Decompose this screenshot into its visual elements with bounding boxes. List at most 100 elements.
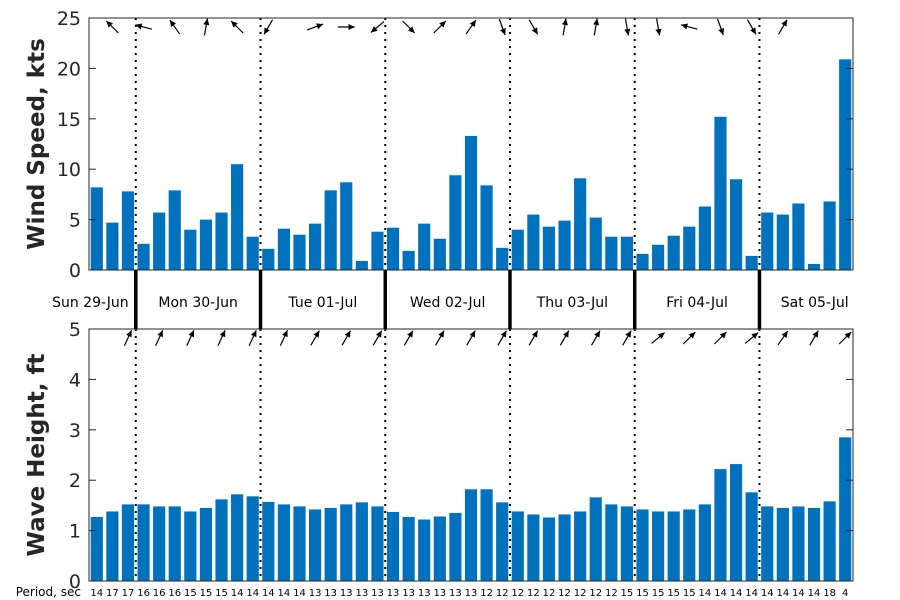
wave-direction-arrow <box>809 330 819 346</box>
arrow-head <box>844 331 852 339</box>
wave-direction-arrow <box>777 330 789 346</box>
wave-direction-arrow <box>622 330 632 346</box>
wind-bar <box>402 250 415 270</box>
arrow-head <box>203 18 210 26</box>
wind-direction-arrow <box>203 18 210 36</box>
arrow-head <box>344 330 351 338</box>
wave-direction-arrow <box>341 330 352 346</box>
wind-bar <box>121 191 135 270</box>
period-value: 14 <box>730 588 743 599</box>
wave-bar <box>496 502 509 581</box>
wind-bar <box>153 212 166 270</box>
arrow-head <box>531 330 538 338</box>
wind-direction-arrow <box>402 20 416 34</box>
wave-direction-arrow <box>559 330 570 346</box>
wind-bar <box>90 187 103 270</box>
wave-direction-arrow <box>682 331 696 345</box>
wind-bar <box>823 201 836 270</box>
period-value: 14 <box>792 588 805 599</box>
period-value: 13 <box>449 588 462 599</box>
period-value: 14 <box>278 588 291 599</box>
wave-bar <box>324 507 337 581</box>
wind-bar <box>137 243 150 270</box>
wind-bar <box>246 236 259 270</box>
wave-bar <box>262 501 275 581</box>
wave-axes-box <box>88 328 854 582</box>
day-label: Sun 29-Jun <box>52 295 129 311</box>
arrow-head <box>407 330 413 338</box>
wind-y-tick-label: 0 <box>69 260 81 282</box>
period-value: 13 <box>324 588 337 599</box>
arrow-head <box>469 330 476 338</box>
arrow-head <box>375 330 382 338</box>
wave-bar <box>418 519 431 581</box>
wind-bar <box>262 248 275 270</box>
wave-direction-arrow <box>466 330 476 346</box>
wave-bar <box>667 511 680 581</box>
wave-y-tick-label: 1 <box>69 521 81 543</box>
period-value: 15 <box>215 588 228 599</box>
wave-direction-arrow <box>123 330 133 346</box>
wave-height-axis-label: Wave Height, ft <box>24 354 50 557</box>
period-value: 12 <box>589 588 602 599</box>
arrow-head <box>126 330 132 338</box>
wave-bar <box>714 469 727 581</box>
wind-bar <box>168 190 181 270</box>
arrow-head <box>625 330 632 338</box>
period-value: 14 <box>714 588 727 599</box>
wind-bar <box>199 219 213 270</box>
wind-bar <box>418 223 431 270</box>
wave-bar <box>386 511 400 581</box>
wind-bar <box>511 229 524 270</box>
wave-y-tick-label: 0 <box>69 571 81 593</box>
wind-y-tick-label: 20 <box>57 58 81 80</box>
wave-direction-arrow <box>403 330 414 346</box>
arrow-head <box>157 330 163 338</box>
wind-bar <box>215 212 228 270</box>
period-value: 14 <box>808 588 821 599</box>
period-value: 14 <box>246 588 259 599</box>
wave-direction-arrow <box>279 330 289 346</box>
arrow-head <box>500 330 507 338</box>
day-label: Sat 05-Jul <box>781 295 849 311</box>
period-value: 12 <box>496 588 509 599</box>
period-value: 14 <box>776 588 789 599</box>
period-value: 12 <box>511 588 524 599</box>
arrow-head <box>135 23 143 30</box>
period-value: 13 <box>355 588 368 599</box>
wave-bar <box>371 506 384 581</box>
arrow-head <box>231 20 238 28</box>
wind-direction-arrow <box>230 20 244 34</box>
arrow-head <box>438 330 445 338</box>
wind-bar <box>558 220 571 270</box>
wind-bar <box>574 178 587 270</box>
period-row-label: Period, sec <box>16 585 81 599</box>
wave-direction-arrow <box>248 330 257 346</box>
period-value: 13 <box>309 588 322 599</box>
period-row: 14 17 17 16 16 16 15 15 15 14 14 14 14 14 13 13 13 13 13 13… <box>90 588 848 599</box>
wind-direction-arrow <box>528 19 539 35</box>
wind-y-tick-label: 10 <box>57 159 81 181</box>
arrow-head <box>561 18 568 26</box>
wave-bar <box>589 497 602 581</box>
arrow-head <box>781 19 788 27</box>
arrow-head <box>316 23 324 30</box>
wave-bar <box>121 504 135 581</box>
wind-bar <box>714 116 727 270</box>
arrow-head <box>655 28 662 36</box>
wave-direction-arrow <box>651 332 665 344</box>
wind-direction-arrow <box>655 18 662 36</box>
period-value: 15 <box>636 588 649 599</box>
wind-bar <box>683 226 696 270</box>
wave-y-tick-label: 3 <box>69 420 81 442</box>
wave-bar <box>807 507 821 581</box>
wind-bar <box>527 214 540 270</box>
arrow-head <box>348 23 355 31</box>
wind-direction-arrow <box>263 19 274 35</box>
wind-bar <box>293 234 306 270</box>
period-value: 13 <box>402 588 415 599</box>
wave-direction-arrow <box>590 330 601 346</box>
period-value: 13 <box>465 588 478 599</box>
period-value: 15 <box>200 588 213 599</box>
